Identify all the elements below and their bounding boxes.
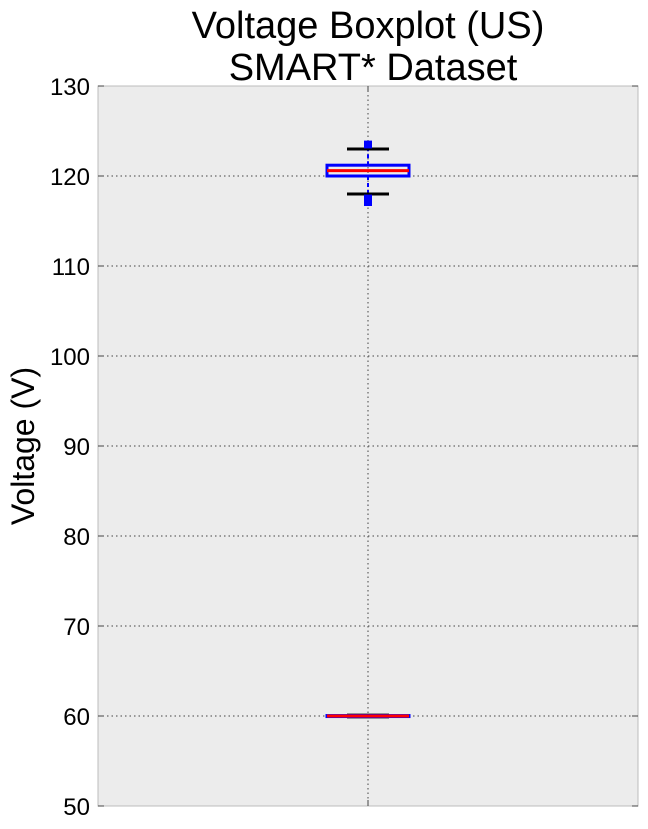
y-tick-label: 90 (63, 434, 90, 461)
box-1 (325, 140, 411, 206)
chart-title-line-2: SMART* Dataset (229, 47, 518, 89)
y-axis-label: Voltage (V) (5, 367, 41, 525)
box-series (325, 140, 411, 719)
box-2 (325, 713, 411, 719)
y-tick-label: 60 (63, 704, 90, 731)
y-tick-label: 120 (50, 164, 90, 191)
grid-lines (98, 86, 638, 806)
y-tick-label: 80 (63, 524, 90, 551)
y-tick-label: 110 (52, 254, 90, 281)
y-tick-label: 70 (63, 614, 90, 641)
outlier-point (364, 194, 372, 201)
outlier-point (364, 140, 372, 147)
chart-title-line-1: Voltage Boxplot (US) (192, 5, 545, 47)
y-tick-label: 100 (50, 344, 90, 371)
y-tick-label: 50 (63, 794, 90, 821)
y-axis-ticks: 50 60 70 80 90 100 110 120 130 (50, 74, 638, 821)
y-tick-label: 130 (50, 74, 90, 101)
